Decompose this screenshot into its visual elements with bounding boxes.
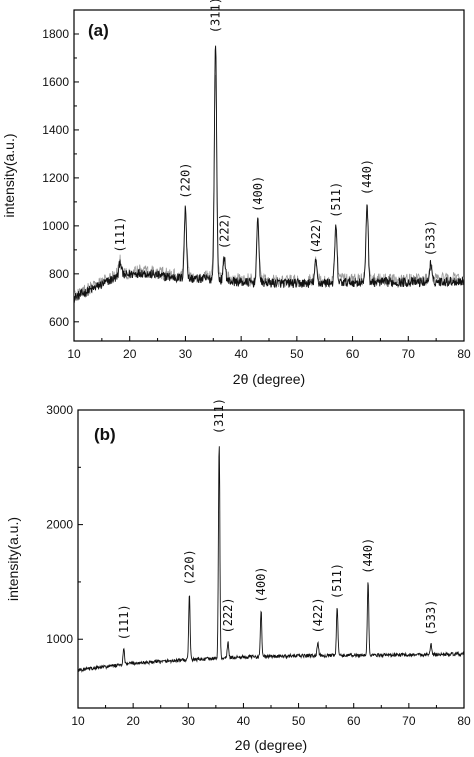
plot-frame xyxy=(73,9,465,342)
peak-label: (111) xyxy=(117,604,131,640)
peak-label: (400) xyxy=(251,176,265,212)
y-axis-title: intensity(a.u.) xyxy=(5,517,21,601)
peak-label: (533) xyxy=(424,220,438,256)
x-tick-label: 60 xyxy=(346,347,360,361)
peak-label: (440) xyxy=(361,538,375,574)
x-tick-label: 10 xyxy=(71,714,85,728)
peak-label: (400) xyxy=(254,566,268,602)
peak-label: (533) xyxy=(424,600,438,636)
y-tick-label: 1600 xyxy=(42,75,69,89)
peak-label: (422) xyxy=(309,218,323,254)
series-trace xyxy=(74,45,464,303)
peak-label: (222) xyxy=(221,597,235,633)
x-tick-label: 20 xyxy=(123,347,137,361)
x-tick-label: 50 xyxy=(290,347,304,361)
peak-label: (220) xyxy=(182,549,196,585)
x-axis-title: 2θ (degree) xyxy=(235,737,307,753)
x-tick-label: 60 xyxy=(347,714,361,728)
peak-label: (220) xyxy=(178,163,192,199)
x-tick-label: 40 xyxy=(234,347,248,361)
peak-label: (511) xyxy=(330,563,344,599)
x-tick-label: 50 xyxy=(292,714,306,728)
x-tick-label: 20 xyxy=(126,714,140,728)
peak-label: (422) xyxy=(311,597,325,633)
chart-panel-b: 10 20 30 40 50 60 70 80 1000 2000 3000 2θ (degree) i… xyxy=(5,398,471,753)
x-tick-label: 10 xyxy=(67,347,81,361)
y-tick-label: 1000 xyxy=(42,219,69,233)
x-tick-label: 70 xyxy=(402,714,416,728)
y-tick-label: 2000 xyxy=(46,518,73,532)
y-tick-label: 3000 xyxy=(46,403,73,417)
y-tick-label: 600 xyxy=(49,315,69,329)
peak-label: (311) xyxy=(212,398,226,434)
peak-label: (511) xyxy=(329,182,343,218)
y-tick-label: 800 xyxy=(49,267,69,281)
panel-label: (b) xyxy=(94,425,116,444)
series-trace-overlay xyxy=(74,74,464,301)
x-tick-label: 30 xyxy=(179,347,193,361)
series-trace xyxy=(78,446,464,673)
panel-label: (a) xyxy=(88,21,109,40)
peak-label: (111) xyxy=(113,216,127,252)
x-tick-label: 80 xyxy=(457,347,471,361)
peak-label: (311) xyxy=(209,0,223,33)
x-tick-label: 30 xyxy=(182,714,196,728)
x-tick-label: 70 xyxy=(402,347,416,361)
y-tick-label: 1400 xyxy=(42,123,69,137)
y-tick-label: 1000 xyxy=(46,632,73,646)
y-tick-label: 1800 xyxy=(42,27,69,41)
peak-label: (440) xyxy=(360,159,374,195)
x-axis-title: 2θ (degree) xyxy=(233,371,305,387)
peak-label: (222) xyxy=(217,213,231,249)
x-tick-label: 40 xyxy=(237,714,251,728)
chart-panel-a: 10 20 30 40 50 60 70 80 600 800 1000 1200 1400 1600 18… xyxy=(1,0,471,387)
x-tick-label: 80 xyxy=(457,714,471,728)
y-axis-title: intensity(a.u.) xyxy=(1,133,17,217)
y-tick-label: 1200 xyxy=(42,171,69,185)
